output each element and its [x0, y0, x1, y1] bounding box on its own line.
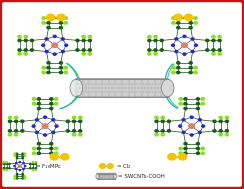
Circle shape	[194, 71, 197, 74]
Circle shape	[45, 50, 48, 53]
Circle shape	[52, 43, 58, 47]
Circle shape	[66, 130, 69, 132]
Circle shape	[47, 22, 50, 24]
Circle shape	[61, 50, 64, 53]
Circle shape	[30, 168, 31, 169]
Circle shape	[30, 163, 31, 164]
Circle shape	[6, 163, 7, 164]
Ellipse shape	[161, 79, 174, 97]
Circle shape	[219, 120, 222, 122]
Circle shape	[154, 53, 157, 55]
Circle shape	[14, 155, 16, 156]
Circle shape	[15, 168, 17, 169]
Circle shape	[72, 120, 76, 122]
Circle shape	[22, 178, 23, 179]
Circle shape	[189, 22, 192, 24]
Circle shape	[79, 116, 82, 119]
Circle shape	[44, 116, 47, 118]
Circle shape	[225, 120, 228, 122]
Circle shape	[189, 17, 192, 19]
Circle shape	[225, 133, 229, 136]
Circle shape	[18, 53, 21, 55]
Circle shape	[64, 17, 67, 19]
Circle shape	[37, 152, 41, 154]
Circle shape	[53, 35, 56, 37]
Circle shape	[172, 22, 175, 24]
Circle shape	[32, 162, 34, 163]
Circle shape	[184, 107, 187, 110]
Circle shape	[42, 124, 48, 128]
Circle shape	[37, 147, 41, 150]
Circle shape	[57, 14, 65, 21]
Circle shape	[50, 147, 53, 150]
Circle shape	[189, 62, 192, 64]
Circle shape	[19, 165, 21, 167]
Circle shape	[16, 155, 18, 156]
Circle shape	[18, 39, 21, 42]
Circle shape	[198, 119, 201, 121]
Circle shape	[16, 178, 18, 179]
Circle shape	[42, 44, 45, 46]
Circle shape	[8, 120, 11, 122]
Circle shape	[218, 49, 221, 51]
Circle shape	[36, 119, 38, 121]
Circle shape	[161, 120, 164, 122]
Circle shape	[64, 66, 67, 69]
Text: = SWCNTs-COOH: = SWCNTs-COOH	[118, 174, 165, 179]
Circle shape	[88, 35, 92, 38]
Circle shape	[155, 116, 158, 119]
Circle shape	[212, 53, 215, 55]
Circle shape	[22, 155, 23, 156]
Circle shape	[37, 102, 41, 105]
Circle shape	[201, 152, 204, 155]
Circle shape	[178, 154, 187, 160]
Circle shape	[22, 153, 23, 154]
Circle shape	[196, 98, 199, 100]
Circle shape	[6, 162, 7, 163]
Circle shape	[100, 164, 106, 168]
Circle shape	[61, 38, 64, 40]
Circle shape	[201, 98, 204, 100]
Circle shape	[72, 130, 76, 132]
Circle shape	[183, 53, 186, 55]
Circle shape	[3, 168, 4, 169]
Circle shape	[24, 53, 27, 55]
Circle shape	[182, 43, 187, 47]
Circle shape	[167, 130, 171, 132]
Circle shape	[177, 22, 180, 24]
Circle shape	[88, 53, 92, 55]
Circle shape	[148, 39, 151, 42]
Circle shape	[189, 26, 192, 29]
Circle shape	[32, 169, 34, 170]
Circle shape	[19, 161, 20, 163]
Circle shape	[52, 131, 55, 133]
Circle shape	[190, 134, 193, 136]
Circle shape	[64, 71, 67, 74]
Circle shape	[79, 120, 82, 122]
Circle shape	[32, 102, 36, 105]
Circle shape	[6, 169, 7, 170]
Circle shape	[32, 147, 36, 150]
Circle shape	[22, 157, 23, 159]
Circle shape	[76, 39, 79, 42]
Circle shape	[19, 170, 20, 171]
Circle shape	[24, 176, 26, 177]
Circle shape	[212, 49, 215, 51]
Circle shape	[82, 53, 85, 55]
Circle shape	[190, 116, 193, 118]
Circle shape	[194, 17, 197, 19]
Circle shape	[177, 71, 180, 74]
Circle shape	[72, 133, 76, 136]
Circle shape	[32, 98, 36, 100]
Circle shape	[47, 62, 50, 64]
Circle shape	[82, 49, 85, 51]
Circle shape	[3, 162, 5, 163]
Circle shape	[50, 152, 53, 154]
Circle shape	[15, 120, 18, 122]
Circle shape	[76, 49, 79, 51]
Circle shape	[196, 143, 199, 145]
Circle shape	[202, 125, 205, 127]
Circle shape	[32, 163, 34, 164]
Circle shape	[184, 98, 187, 100]
